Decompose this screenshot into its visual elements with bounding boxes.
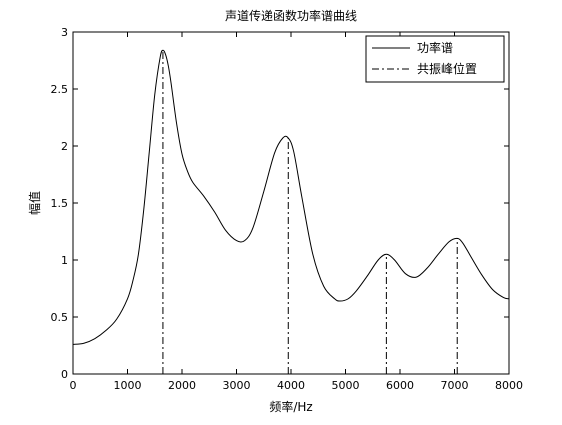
x-tick-label: 1000 — [114, 379, 142, 392]
legend-label-formant-position: 共振峰位置 — [417, 61, 477, 76]
y-tick-label: 2 — [61, 140, 68, 153]
y-tick-label: 2.5 — [51, 83, 69, 96]
x-tick-label: 0 — [70, 379, 77, 392]
legend: 功率谱 共振峰位置 — [365, 35, 505, 83]
y-axis-title: 幅值 — [27, 191, 42, 215]
y-tick-label: 0.5 — [51, 311, 69, 324]
series-line-power-spectrum — [72, 49, 510, 345]
x-tick-label: 5000 — [332, 379, 360, 392]
y-tick-label: 3 — [61, 26, 68, 39]
plot-area — [72, 31, 510, 375]
x-tick-label: 2000 — [168, 379, 196, 392]
chart-title: 声道传递函数功率谱曲线 — [225, 8, 357, 23]
x-tick-label: 7000 — [441, 379, 469, 392]
x-tick-label: 6000 — [386, 379, 414, 392]
x-tick-label: 8000 — [495, 379, 523, 392]
x-axis-title: 频率/Hz — [269, 399, 312, 414]
legend-box — [365, 35, 505, 83]
y-tick-label: 1 — [61, 254, 68, 267]
x-tick-label: 4000 — [277, 379, 305, 392]
legend-label-power-spectrum: 功率谱 — [417, 40, 453, 55]
y-tick-label: 1.5 — [51, 197, 69, 210]
x-tick-label: 3000 — [223, 379, 251, 392]
y-tick-label: 0 — [61, 368, 68, 381]
